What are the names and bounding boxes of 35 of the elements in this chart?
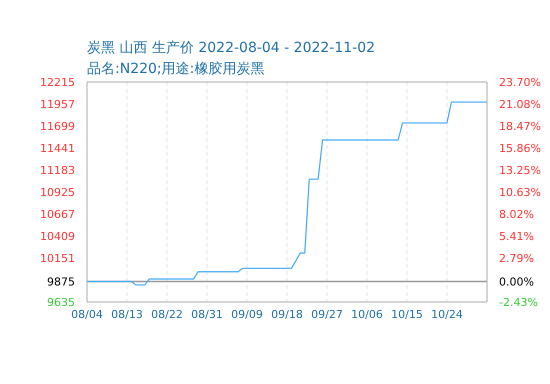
x-tick-label: 10/06 (351, 308, 383, 321)
y2-tick-label: 2.79% (499, 252, 534, 266)
y2-tick-label: 21.08% (499, 98, 541, 112)
line-series (87, 101, 487, 286)
x-tick-label: 09/09 (231, 308, 263, 321)
x-tick-label: 08/13 (111, 308, 143, 321)
y-tick-label: 9635 (47, 296, 75, 309)
y-tick-label: 10667 (40, 208, 75, 221)
y-tick-label: 10925 (40, 186, 75, 199)
y2-tick-label: 8.02% (499, 208, 534, 222)
y2-tick-label: 13.25% (499, 164, 541, 177)
y2-tick-label: 15.86% (499, 142, 541, 156)
y2-tick-label: 5.41% (499, 230, 534, 243)
chart-subtitle: 品名:N220;用途:橡胶用炭黑 (87, 60, 266, 79)
x-tick-label: 10/15 (391, 308, 423, 321)
y2-tick-label: 0.00% (499, 276, 534, 289)
y-tick-label: 11183 (40, 164, 75, 177)
x-tick-label: 08/04 (71, 308, 103, 321)
x-tick-label: 08/22 (151, 308, 183, 321)
x-tick-label: 09/18 (271, 308, 303, 321)
y-tick-label: 9875 (47, 276, 75, 289)
y2-tick-label: 18.47% (499, 120, 541, 134)
y-tick-label: 10151 (40, 252, 75, 265)
chart-title: 炭黑 山西 生产价 2022-08-04 - 2022-11-02 (87, 39, 376, 58)
y-tick-label: 10409 (40, 230, 75, 243)
y2-tick-label: 23.70% (499, 76, 541, 89)
y2-tick-label: -2.43% (499, 296, 538, 309)
x-tick-label: 09/27 (311, 308, 343, 321)
y2-tick-label: 10.63% (499, 186, 541, 200)
x-tick-label: 08/31 (191, 308, 223, 321)
y-tick-label: 11441 (40, 142, 75, 155)
y-tick-label: 12215 (40, 76, 75, 89)
y-tick-label: 11957 (40, 98, 75, 111)
x-tick-label: 10/24 (431, 308, 463, 321)
y-tick-label: 11699 (40, 120, 75, 133)
